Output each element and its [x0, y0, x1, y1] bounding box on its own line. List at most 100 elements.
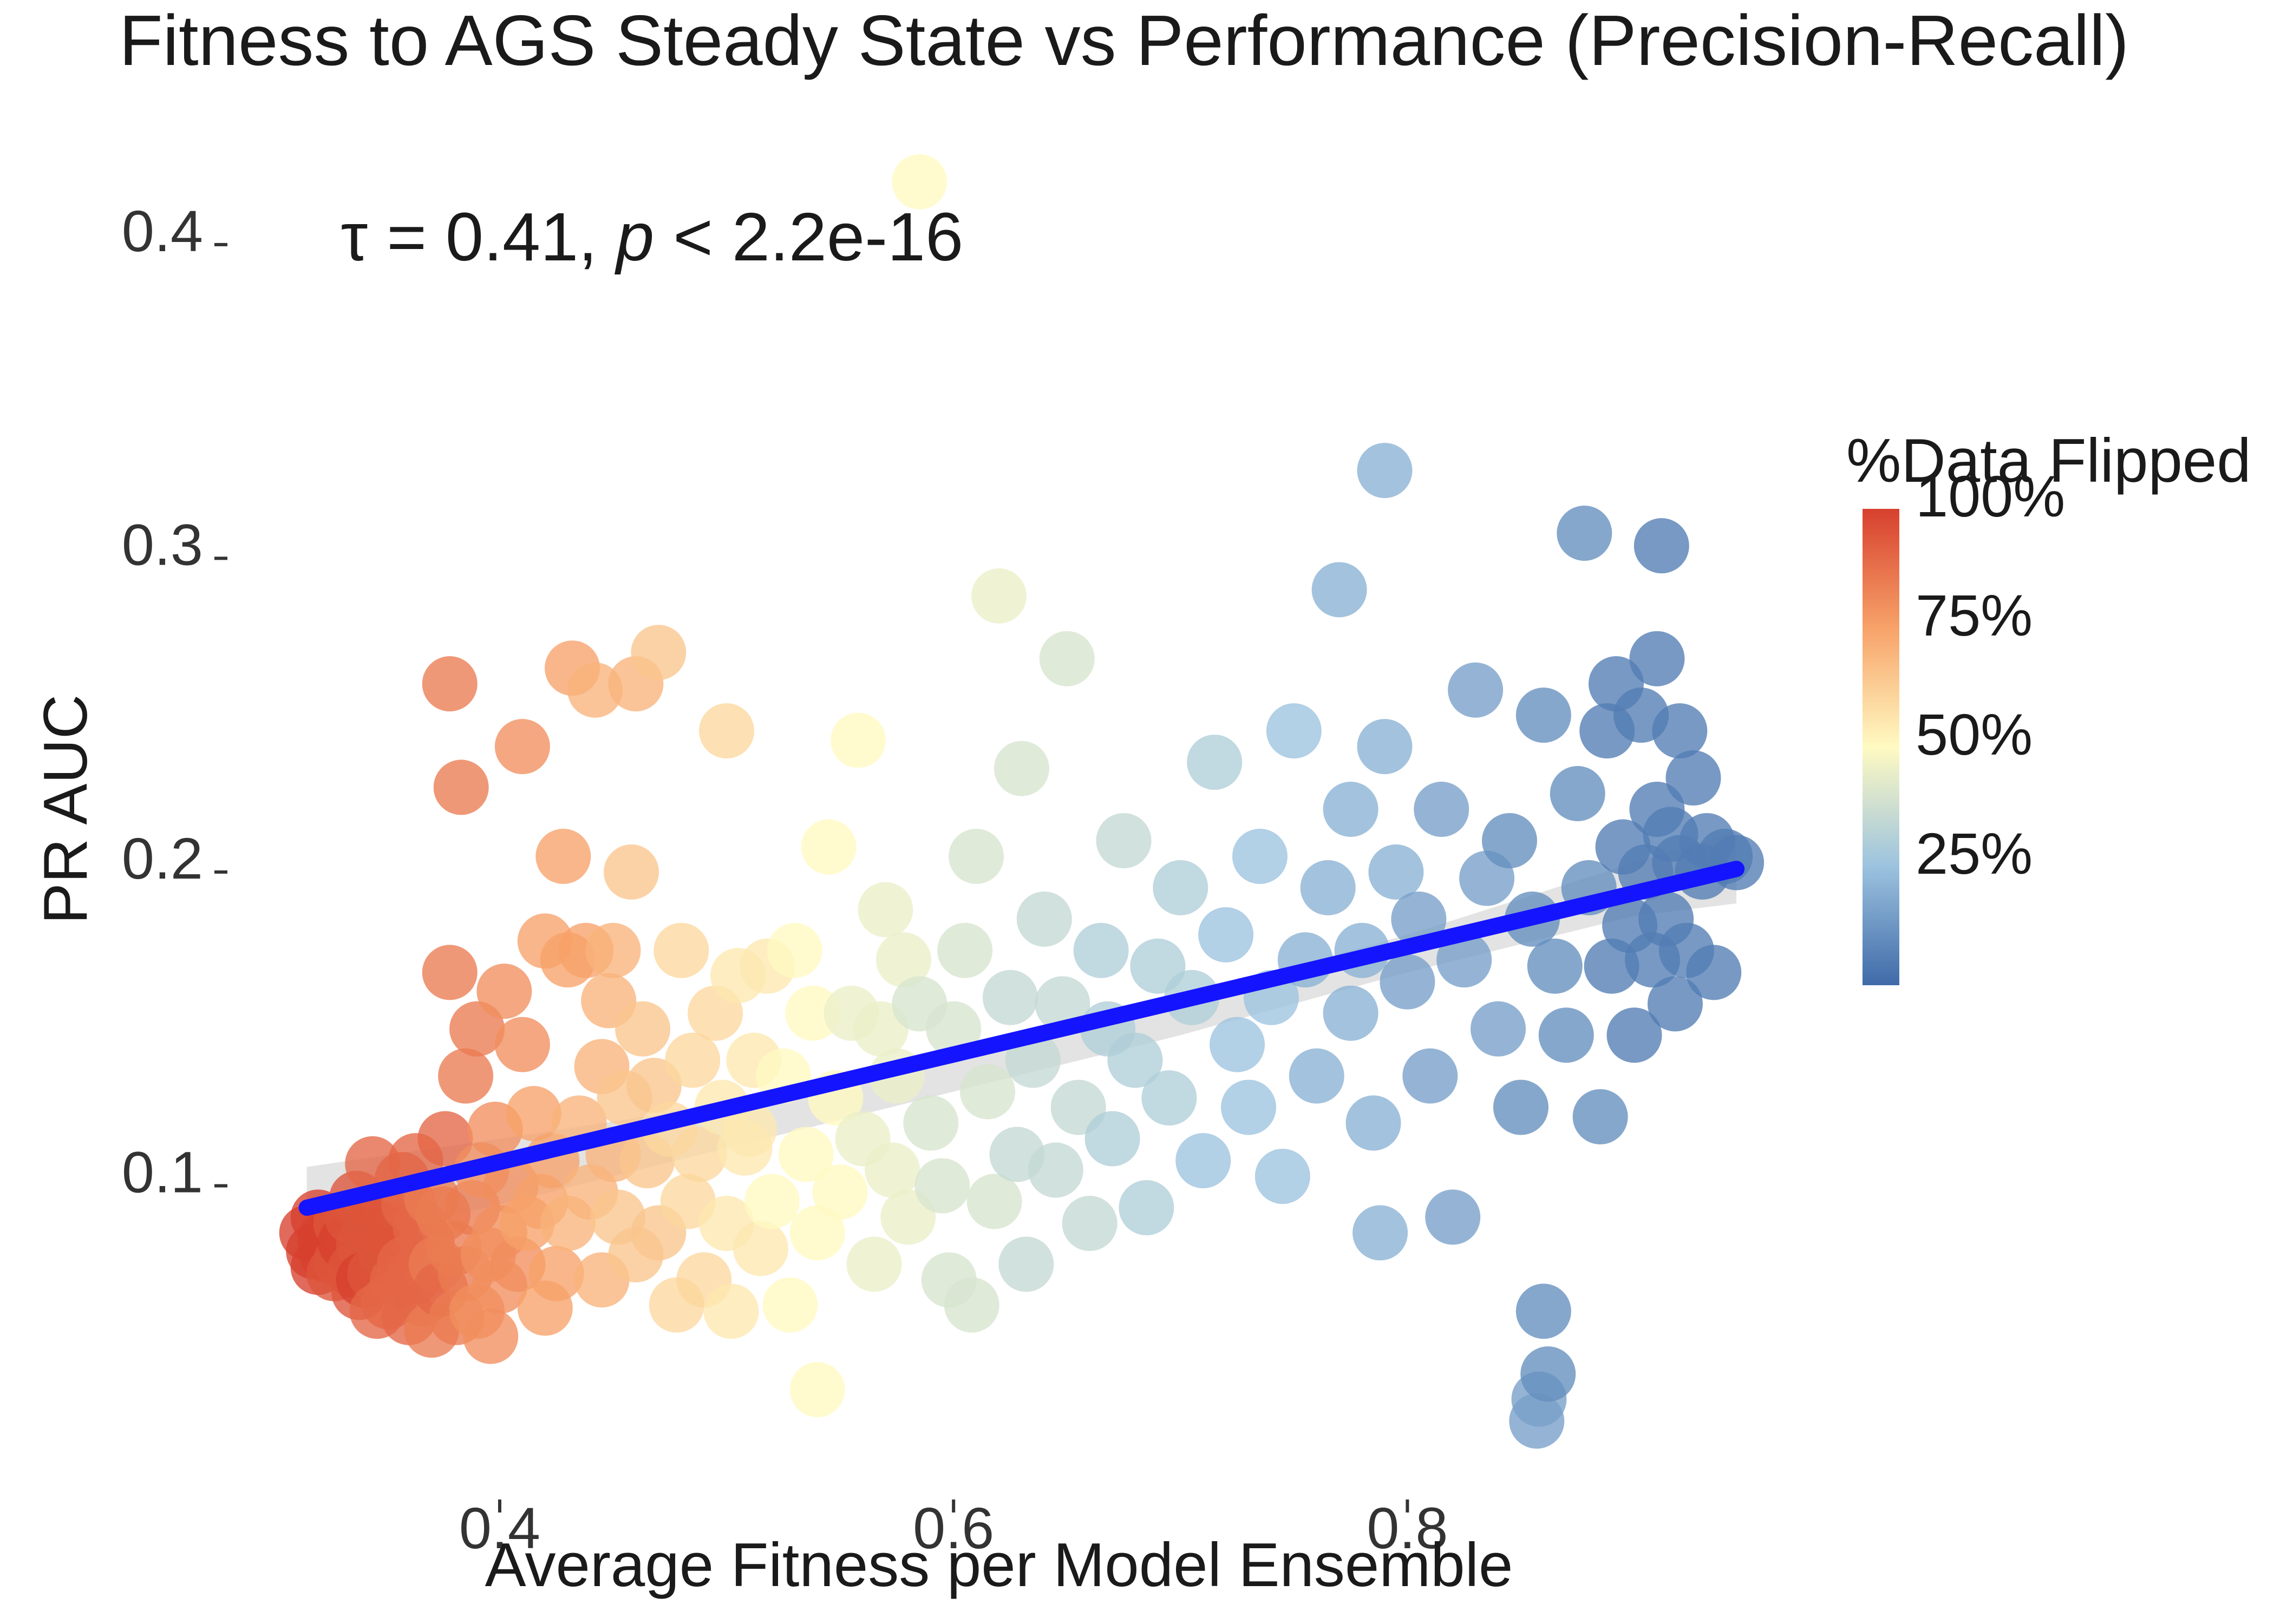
scatter-point — [1153, 860, 1208, 915]
scatter-point — [1232, 829, 1288, 884]
colorbar-gradient — [1863, 509, 1899, 985]
scatter-point — [1666, 750, 1721, 806]
colorbar-label: 25% — [1916, 821, 2033, 886]
scatter-point — [1312, 562, 1367, 617]
scatter-point — [1141, 1070, 1197, 1125]
scatter-point — [654, 923, 709, 978]
scatter-point — [1357, 443, 1413, 498]
scatter-point — [858, 882, 913, 937]
scatter-point — [1482, 813, 1537, 868]
scatter-point — [434, 759, 489, 815]
scatter-point — [422, 656, 478, 711]
scatter-point — [586, 923, 641, 978]
scatter-point — [1017, 892, 1072, 947]
scatter-point — [1346, 1096, 1401, 1151]
scatter-point — [1448, 663, 1503, 718]
scatter-point — [744, 1174, 800, 1229]
scatter-point — [983, 970, 1038, 1025]
scatter-point — [846, 1236, 901, 1292]
scatter-point — [476, 964, 532, 1019]
scatter-point — [733, 1221, 788, 1276]
chart-title: Fitness to AGS Steady State vs Performan… — [119, 1, 2129, 80]
colorbar-label: 75% — [1916, 582, 2033, 648]
scatter-point — [604, 844, 659, 900]
colorbar-label: 100% — [1916, 463, 2065, 529]
scatter-point — [1634, 518, 1689, 573]
scatter-point — [1266, 703, 1322, 758]
scatter-point — [1323, 782, 1378, 837]
scatter-point — [914, 1158, 970, 1213]
scatter-point — [1493, 1080, 1548, 1135]
scatter-point — [767, 923, 822, 978]
scatter-point — [1471, 1001, 1526, 1057]
scatter-point — [1028, 1142, 1083, 1197]
scatter-point — [1402, 1049, 1458, 1104]
scatter-point — [1629, 631, 1684, 686]
scatter-point — [790, 1362, 845, 1417]
scatter-point — [1539, 1007, 1594, 1063]
scatter-point — [801, 820, 857, 875]
y-tick-label: 0.4 — [122, 198, 203, 264]
scatter-point — [1352, 1205, 1408, 1260]
scatter-point — [1520, 1346, 1576, 1402]
correlation-annotation: τ = 0.41, p < 2.2e-16 — [341, 199, 964, 275]
scatter-point — [1040, 631, 1095, 686]
scatter-point — [1255, 1149, 1310, 1204]
scatter-point — [1550, 766, 1605, 821]
scatter-point — [1210, 1017, 1265, 1072]
scatter-point — [1573, 1089, 1628, 1144]
scatter-point — [813, 1164, 868, 1220]
scatter-point — [994, 741, 1049, 796]
scatter-point — [831, 713, 886, 768]
scatter-point — [1380, 954, 1435, 1010]
scatter-point — [1301, 860, 1356, 915]
scatter-point — [506, 1086, 561, 1141]
scatter-point — [1198, 907, 1253, 962]
scatter-point — [1652, 703, 1707, 758]
scatter-point — [422, 945, 478, 1000]
scatter-point — [1425, 1189, 1480, 1245]
scatter-point — [1368, 844, 1423, 900]
scatter-point — [631, 625, 686, 680]
scatter-point — [998, 1236, 1054, 1292]
scatter-point — [699, 703, 754, 758]
scatter-point — [1096, 813, 1152, 868]
scatter-point — [1527, 939, 1583, 994]
scatter-point — [665, 1033, 720, 1088]
y-tick-label: 0.2 — [122, 826, 203, 891]
scatter-point — [937, 923, 992, 978]
scatter-point — [971, 568, 1027, 624]
scatter-point — [949, 829, 1004, 884]
scatter-point — [495, 1017, 550, 1072]
colorbar-label: 50% — [1916, 702, 2033, 767]
scatter-point — [865, 1142, 920, 1197]
scatter-point — [703, 1284, 759, 1339]
scatter-point — [1187, 735, 1242, 790]
scatter-point — [1516, 1284, 1571, 1339]
y-tick-label: 0.3 — [122, 512, 203, 577]
scatter-point — [762, 1278, 818, 1333]
scatter-point — [967, 1174, 1022, 1229]
scatter-point — [615, 1001, 670, 1057]
x-axis-label: Average Fitness per Model Ensemble — [485, 1531, 1513, 1600]
y-tick-label: 0.1 — [122, 1139, 203, 1204]
y-axis-label: PR AUC — [31, 695, 100, 924]
scatter-point — [1289, 1049, 1344, 1104]
scatter-point — [1516, 687, 1571, 743]
scatter-point — [463, 1309, 518, 1364]
scatter-point — [1557, 506, 1612, 561]
scatter-point — [1085, 1111, 1140, 1167]
scatter-point — [1119, 1180, 1174, 1235]
scatter-point — [960, 1064, 1015, 1119]
scatter-point — [903, 1096, 958, 1151]
scatter-point — [535, 829, 591, 884]
scatter-point — [1062, 1196, 1118, 1251]
scatter-point — [1221, 1080, 1276, 1135]
scatter-point — [1175, 1133, 1231, 1188]
scatter-point — [944, 1278, 999, 1333]
scatter-point — [495, 719, 550, 774]
scatter-point — [1414, 782, 1469, 837]
scatter-point — [438, 1049, 493, 1104]
scatter-point — [1686, 945, 1741, 1000]
scatter-point — [1323, 986, 1378, 1041]
